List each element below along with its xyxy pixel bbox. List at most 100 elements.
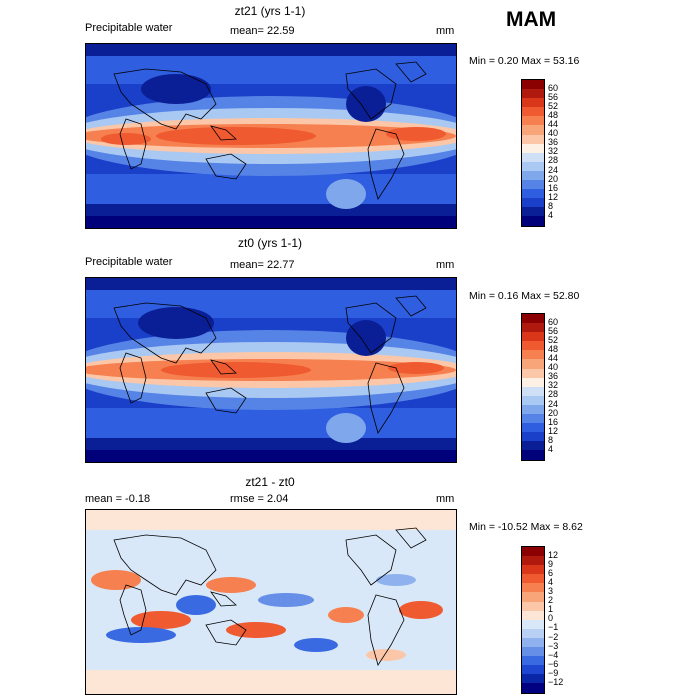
colorbar-level-label: 16: [548, 182, 559, 193]
panel-2-title: zt0 (yrs 1-1): [237, 236, 302, 250]
colorbar-swatch: [522, 359, 544, 369]
colorbar-swatch: [522, 80, 544, 90]
colorbar-level-label: 56: [548, 91, 559, 102]
colorbar-level-label: 12: [548, 191, 559, 202]
colorbar-swatch: [522, 432, 544, 442]
colorbar-swatch: [522, 423, 544, 433]
colorbar-swatch: [522, 404, 544, 415]
colorbar-level-label: 20: [548, 407, 559, 418]
colorbar-swatch: [522, 134, 544, 144]
colorbar-level-label: 24: [548, 398, 559, 409]
colorbar-swatch: [522, 610, 544, 620]
colorbar-level-label: 44: [548, 353, 559, 363]
colorbar-level-label: 28: [548, 155, 559, 166]
panel-1-mean: mean= 22.59: [230, 25, 295, 37]
colorbar-swatch: [522, 628, 544, 638]
panel-2-variable-label: Precipitable water: [85, 256, 173, 268]
panel-3-map: [85, 509, 457, 695]
panel-1-map-svg: [86, 44, 456, 228]
panel-1-map: [85, 43, 457, 229]
colorbar-swatch: [522, 592, 544, 602]
colorbar-level-label: 9: [548, 558, 554, 569]
colorbar-level-label: 60: [548, 316, 559, 327]
panel-3-colorbar: [521, 546, 545, 694]
colorbar-swatch: [522, 637, 544, 648]
colorbar-swatch: [522, 125, 544, 135]
colorbar-swatch: [522, 414, 544, 424]
colorbar-swatch: [522, 556, 544, 566]
colorbar-level-label: 16: [548, 416, 559, 427]
colorbar-level-label: −2: [548, 631, 559, 642]
colorbar-swatch: [522, 207, 544, 217]
colorbar-swatch: [522, 441, 544, 451]
colorbar-level-label: −3: [548, 640, 559, 651]
colorbar-level-label: 52: [548, 334, 559, 345]
panel-1-colorbar: [521, 79, 545, 227]
colorbar-swatch: [522, 386, 544, 396]
colorbar-level-label: 56: [548, 325, 559, 336]
colorbar-swatch: [522, 170, 544, 181]
colorbar-level-label: −9: [548, 667, 559, 678]
colorbar-level-label: −12: [548, 677, 564, 687]
colorbar-swatch: [522, 180, 544, 190]
panel-1-min-max: Min = 0.20 Max = 53.16: [469, 55, 580, 67]
colorbar-swatch: [522, 216, 544, 226]
panel-1-variable-label: Precipitable water: [85, 22, 173, 34]
colorbar-level-label: 40: [548, 128, 559, 139]
colorbar-swatch: [522, 350, 544, 360]
colorbar-swatch: [522, 341, 544, 351]
colorbar-swatch: [522, 683, 544, 693]
colorbar-swatch: [522, 323, 544, 333]
panel-3-map-svg: [86, 510, 456, 694]
colorbar-swatch: [522, 377, 544, 387]
colorbar-swatch: [522, 395, 544, 405]
colorbar-level-label: 24: [548, 164, 559, 175]
colorbar-level-label: 0: [548, 613, 554, 624]
panel-3-min-max: Min = -10.52 Max = 8.62: [469, 521, 583, 533]
panel-2-units: mm: [436, 259, 455, 271]
panel-3-units: mm: [436, 493, 455, 505]
colorbar-swatch: [522, 368, 544, 378]
colorbar-level-label: 12: [548, 425, 559, 436]
colorbar-swatch: [522, 665, 544, 675]
colorbar-swatch: [522, 656, 544, 666]
colorbar-level-label: 2: [548, 595, 554, 606]
colorbar-level-label: 32: [548, 380, 559, 391]
colorbar-level-label: 36: [548, 137, 559, 148]
colorbar-swatch: [522, 143, 544, 153]
colorbar-swatch: [522, 547, 544, 557]
panel-2-min-max: Min = 0.16 Max = 52.80: [469, 290, 580, 302]
panel-2-colorbar: [521, 313, 545, 461]
colorbar-swatch: [522, 574, 544, 584]
colorbar-swatch: [522, 152, 544, 162]
colorbar-swatch: [522, 583, 544, 593]
colorbar-level-label: 8: [548, 434, 554, 445]
colorbar-swatch: [522, 89, 544, 99]
colorbar-level-label: 48: [548, 343, 559, 354]
panel-2-mean: mean= 22.77: [230, 259, 295, 271]
colorbar-level-label: 1: [548, 604, 554, 615]
colorbar-swatch: [522, 116, 544, 126]
colorbar-level-label: 4: [548, 444, 554, 454]
colorbar-level-label: 12: [548, 549, 559, 560]
colorbar-swatch: [522, 107, 544, 117]
colorbar-swatch: [522, 314, 544, 324]
colorbar-level-label: 8: [548, 200, 554, 211]
colorbar-swatch: [522, 674, 544, 684]
colorbar-level-label: −1: [548, 622, 559, 633]
colorbar-swatch: [522, 198, 544, 208]
colorbar-level-label: 36: [548, 371, 559, 382]
colorbar-level-label: 28: [548, 389, 559, 400]
season-label: MAM: [506, 8, 557, 31]
panel-2-map-svg: [86, 278, 456, 462]
panel-1-units: mm: [436, 25, 455, 37]
colorbar-swatch: [522, 601, 544, 611]
panel-1-title: zt21 (yrs 1-1): [234, 4, 306, 18]
colorbar-swatch: [522, 450, 544, 460]
panel-3-title: zt21 - zt0: [245, 475, 295, 489]
colorbar-swatch: [522, 647, 544, 657]
colorbar-level-label: 44: [548, 119, 559, 129]
colorbar-level-label: 40: [548, 362, 559, 373]
colorbar-level-label: 60: [548, 82, 559, 93]
colorbar-swatch: [522, 565, 544, 575]
